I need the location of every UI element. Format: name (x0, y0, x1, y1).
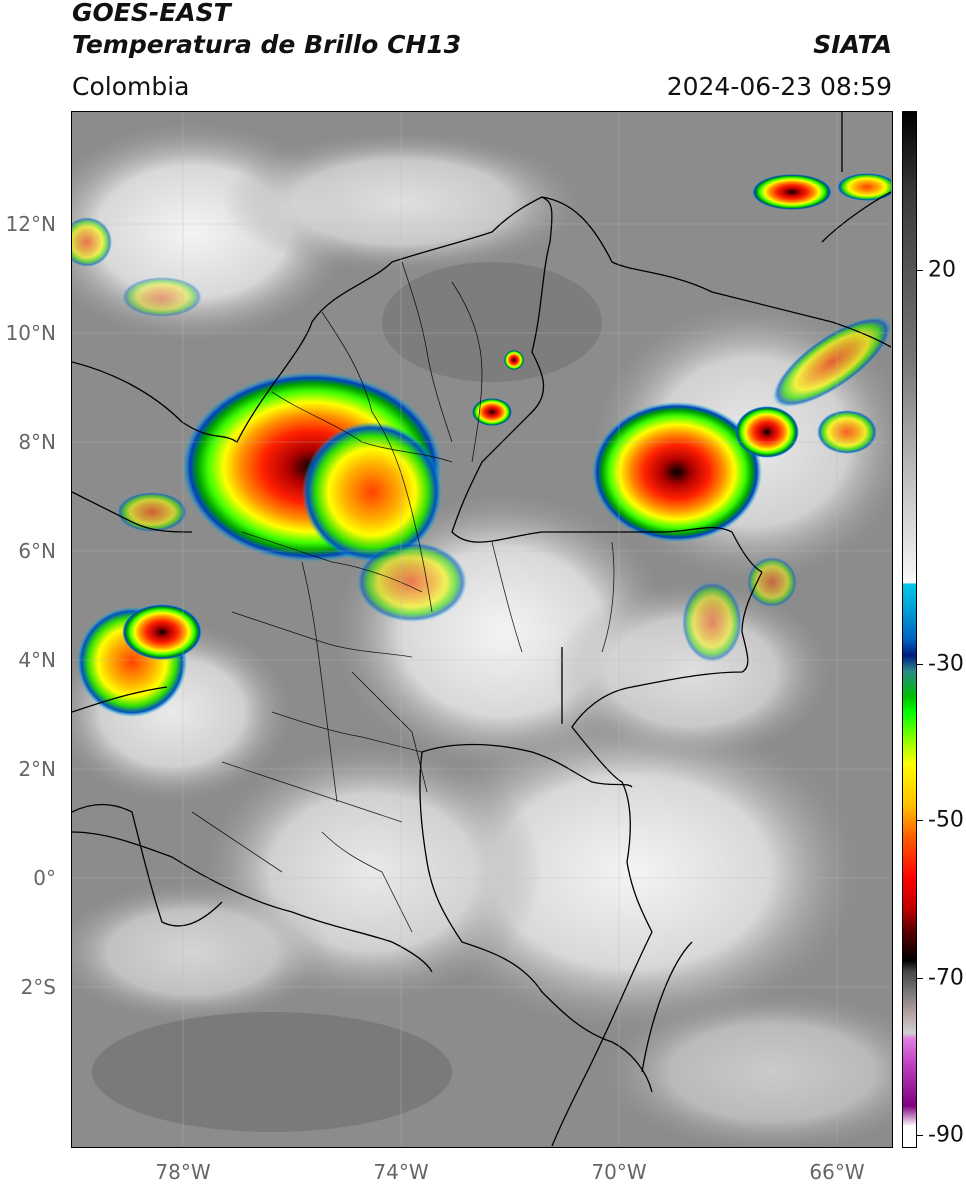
department-borders (191, 261, 615, 933)
colorbar-tick-m70 (917, 978, 923, 979)
colorbar-label-20: 20 (928, 257, 956, 283)
temperature-colorbar (902, 111, 917, 1148)
colorbar-label-m70: -70 (928, 965, 964, 991)
lat-label-10n: 10°N (5, 321, 56, 345)
country-borders (72, 112, 891, 1146)
region-label: Colombia (72, 72, 190, 101)
lat-label-6n: 6°N (18, 539, 56, 563)
colorbar-label-m50: -50 (928, 807, 964, 833)
map-canvas (72, 112, 891, 1146)
lon-label-70w: 70°W (591, 1160, 647, 1184)
lon-label-74w: 74°W (373, 1160, 429, 1184)
colorbar-label-m90: -90 (928, 1122, 964, 1148)
datetime-label: 2024-06-23 08:59 (666, 72, 892, 101)
lat-label-4n: 4°N (18, 648, 56, 672)
colorbar-tick-m50 (917, 820, 923, 821)
satellite-map (71, 111, 893, 1148)
lat-label-8n: 8°N (18, 430, 56, 454)
title-product: Temperatura de Brillo CH13 (72, 30, 462, 59)
colorbar-tick-m30 (917, 664, 923, 665)
colorbar-tick-20 (917, 270, 923, 271)
lon-label-66w: 66°W (809, 1160, 865, 1184)
lat-label-12n: 12°N (5, 212, 56, 236)
colorbar-tick-m90 (917, 1135, 923, 1136)
brand-label: SIATA (813, 30, 892, 59)
colorbar-label-m30: -30 (928, 651, 964, 677)
lon-label-78w: 78°W (155, 1160, 211, 1184)
lat-label-2n: 2°N (18, 757, 56, 781)
title-satellite: GOES-EAST (72, 0, 231, 27)
convection-layer (72, 173, 891, 717)
lat-label-2s: 2°S (20, 975, 56, 999)
lat-label-0: 0° (33, 866, 56, 890)
map-gridlines (72, 112, 891, 1146)
